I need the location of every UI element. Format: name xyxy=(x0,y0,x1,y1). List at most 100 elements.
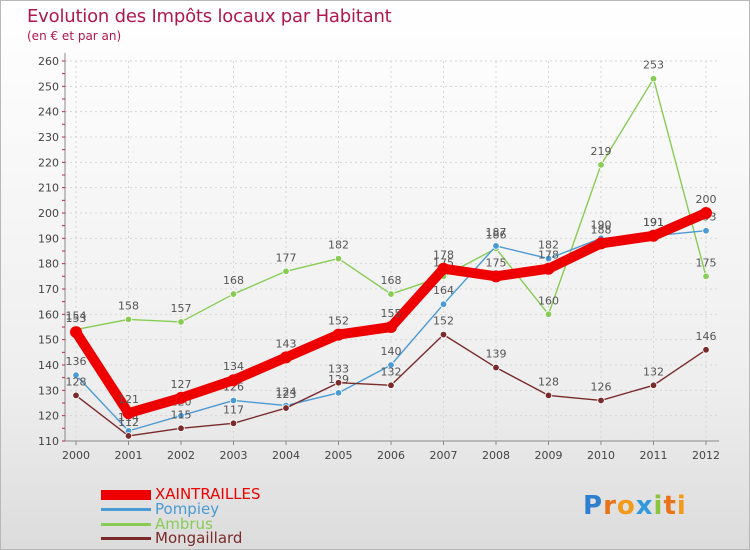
data-point xyxy=(492,363,500,372)
data-point xyxy=(702,227,710,235)
data-label: 126 xyxy=(591,380,612,393)
x-tick-label: 2002 xyxy=(167,449,195,462)
data-point xyxy=(124,315,133,324)
data-label: 160 xyxy=(538,294,559,307)
data-point xyxy=(227,374,240,387)
data-point xyxy=(229,419,238,427)
data-point xyxy=(649,381,658,389)
x-tick-label: 2012 xyxy=(692,449,720,462)
data-label: 178 xyxy=(538,249,559,262)
data-point xyxy=(229,396,238,405)
x-tick-label: 2010 xyxy=(587,449,615,462)
data-point xyxy=(387,290,395,298)
legend-label: Mongaillard xyxy=(155,529,243,547)
data-point xyxy=(385,321,397,333)
legend-swatch xyxy=(101,537,151,540)
data-point xyxy=(124,432,133,440)
data-label: 128 xyxy=(538,375,559,388)
data-label: 188 xyxy=(591,223,612,236)
y-tick-label: 220 xyxy=(38,156,59,169)
data-label: 153 xyxy=(66,312,87,325)
data-point xyxy=(490,270,502,283)
x-tick-label: 2000 xyxy=(62,449,90,462)
data-point xyxy=(177,411,185,420)
data-label: 253 xyxy=(643,59,664,72)
y-tick-label: 150 xyxy=(38,334,59,347)
data-label: 158 xyxy=(118,299,139,312)
legend-swatch xyxy=(101,523,151,526)
data-label: 123 xyxy=(276,388,297,401)
data-point xyxy=(175,391,187,404)
data-label: 191 xyxy=(643,216,664,229)
data-label: 133 xyxy=(328,363,349,376)
data-point xyxy=(334,379,343,387)
data-label: 182 xyxy=(538,239,559,252)
y-tick-label: 210 xyxy=(38,182,59,195)
data-label: 175 xyxy=(696,256,717,269)
logo-letter: P xyxy=(583,491,604,521)
data-point xyxy=(387,381,395,389)
data-label: 168 xyxy=(381,274,402,287)
data-label: 219 xyxy=(591,145,612,158)
series-xaintrailles: 153 121 127 134 143 152 155 178 175 178 188 191 200 xyxy=(66,193,717,420)
data-label: 191 xyxy=(643,216,664,229)
data-label: 157 xyxy=(171,302,192,315)
data-label: 121 xyxy=(118,393,139,406)
x-tick-label: 2007 xyxy=(430,449,458,462)
logo-letter: i xyxy=(676,491,687,521)
data-point xyxy=(72,371,80,379)
legend-item-mongaillard: Mongaillard xyxy=(101,531,242,546)
y-tick-label: 120 xyxy=(38,410,59,423)
logo-letter: x xyxy=(635,491,654,521)
data-point xyxy=(544,310,553,319)
legend-label: Pompiey xyxy=(155,500,220,518)
x-tick-label: 2008 xyxy=(482,449,510,462)
x-tick-label: 2001 xyxy=(115,449,143,462)
data-label: 168 xyxy=(223,274,244,287)
y-tick-label: 130 xyxy=(38,384,59,397)
data-point xyxy=(282,267,290,275)
data-label: 124 xyxy=(276,386,297,399)
data-label: 190 xyxy=(591,218,612,231)
series-mongaillard: 128 112 115 117 123 133 132 152 139 128 126 132 146 xyxy=(66,315,717,440)
data-label: 112 xyxy=(118,416,139,429)
data-label: 143 xyxy=(276,337,297,350)
y-tick-label: 140 xyxy=(38,359,59,372)
y-tick-label: 230 xyxy=(38,131,59,144)
data-point xyxy=(595,237,607,250)
logo-letter: r xyxy=(603,491,617,521)
data-label: 182 xyxy=(328,239,349,252)
logo-letter: o xyxy=(616,491,636,521)
data-point xyxy=(597,161,605,169)
y-tick-label: 190 xyxy=(38,232,59,245)
data-label: 187 xyxy=(486,226,507,239)
data-point xyxy=(387,361,395,369)
x-tick-label: 2005 xyxy=(325,449,353,462)
proxiti-logo: Proxiti xyxy=(583,491,687,521)
y-tick-label: 240 xyxy=(38,106,59,119)
data-label: 127 xyxy=(171,378,192,391)
data-label: 132 xyxy=(643,365,664,378)
data-label: 132 xyxy=(381,365,402,378)
data-label: 134 xyxy=(223,360,244,373)
y-tick-label: 110 xyxy=(38,435,59,448)
data-label: 175 xyxy=(486,256,507,269)
data-point xyxy=(334,389,343,397)
data-point xyxy=(542,262,555,275)
y-tick-label: 250 xyxy=(38,80,59,93)
data-label: 164 xyxy=(433,284,454,297)
data-point xyxy=(280,351,292,364)
data-point xyxy=(702,346,710,354)
data-point xyxy=(649,75,658,83)
legend-item-ambrus: Ambrus xyxy=(101,517,213,532)
data-point xyxy=(647,229,660,242)
data-point xyxy=(332,328,345,341)
data-label: 136 xyxy=(66,355,87,368)
data-label: 186 xyxy=(486,228,507,241)
data-point xyxy=(72,391,80,400)
legend-label: Ambrus xyxy=(155,515,213,533)
data-point xyxy=(334,254,343,263)
data-point xyxy=(597,396,605,405)
